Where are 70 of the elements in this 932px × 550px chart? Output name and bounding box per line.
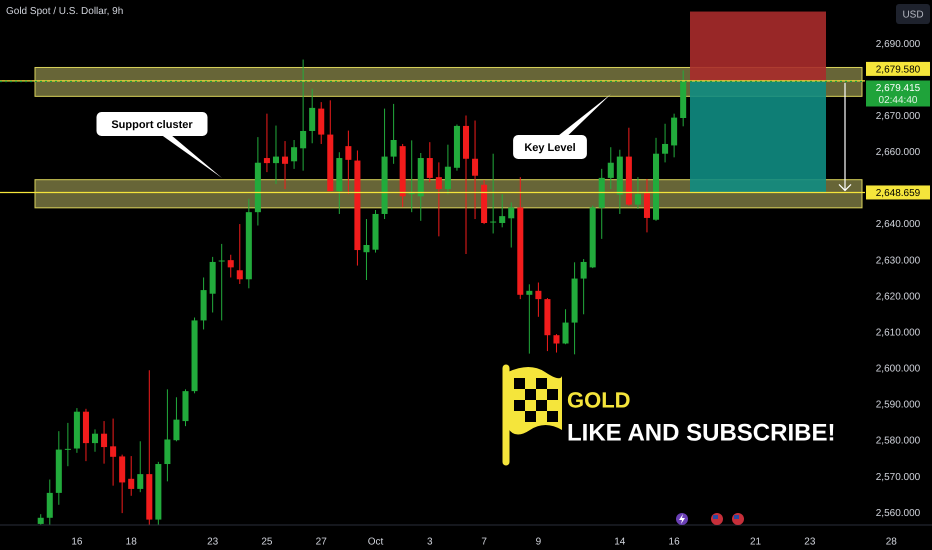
candlestick bbox=[309, 88, 316, 144]
candlestick bbox=[499, 194, 506, 228]
y-tick-label: 2,640.000 bbox=[876, 219, 921, 230]
candlestick bbox=[64, 422, 71, 467]
candlestick bbox=[436, 162, 442, 237]
candlestick bbox=[526, 284, 532, 354]
x-tick-label: 23 bbox=[207, 536, 219, 548]
candlestick bbox=[562, 308, 569, 345]
candlestick bbox=[553, 334, 560, 354]
text: Gold Spot / U.S. Dollar, 9h bbox=[6, 6, 124, 17]
candlestick bbox=[173, 396, 180, 442]
candlestick bbox=[444, 144, 451, 195]
annotation: 02:44:40 bbox=[878, 94, 918, 106]
candlestick bbox=[110, 418, 116, 486]
candlestick bbox=[408, 140, 415, 213]
x-tick-label: 16 bbox=[71, 536, 83, 548]
x-tick-label: 18 bbox=[126, 536, 138, 548]
x-tick-label: 28 bbox=[886, 536, 898, 548]
y-tick-label: 2,660.000 bbox=[876, 147, 921, 158]
candlestick bbox=[634, 176, 641, 210]
candlestick bbox=[472, 120, 478, 220]
candlestick bbox=[236, 224, 243, 284]
x-tick-label: 3 bbox=[427, 536, 434, 548]
x-tick-label: 27 bbox=[316, 536, 328, 548]
candlestick bbox=[137, 440, 144, 493]
candlestick bbox=[101, 420, 108, 464]
y-tick-label: 2,590.000 bbox=[876, 400, 921, 411]
y-axis-title: USD bbox=[902, 10, 924, 20]
x-tick-label: 16 bbox=[668, 536, 680, 548]
y-tick-label: 2,620.000 bbox=[876, 291, 921, 302]
candlestick bbox=[390, 103, 397, 164]
y-tick-label: 2,570.000 bbox=[876, 472, 921, 483]
x-tick-label: 9 bbox=[536, 536, 542, 548]
x-tick-label: 7 bbox=[481, 536, 488, 548]
annotation: Key Level bbox=[524, 142, 576, 154]
y-tick-label: 2,600.000 bbox=[876, 364, 921, 375]
candlestick bbox=[426, 142, 433, 183]
candlestick bbox=[662, 123, 668, 163]
candlestick bbox=[228, 254, 234, 278]
candlestick bbox=[264, 113, 270, 173]
x-tick-label: 23 bbox=[804, 536, 816, 548]
y-tick-label: 2,630.000 bbox=[876, 255, 921, 266]
ref-line-label: 2,679.415 bbox=[876, 82, 921, 94]
x-tick-label: 14 bbox=[614, 536, 626, 548]
candlestick bbox=[272, 125, 279, 185]
x-tick-label: Oct bbox=[368, 536, 384, 548]
candlestick bbox=[282, 140, 288, 190]
candlestick bbox=[490, 153, 496, 234]
candlestick bbox=[508, 202, 514, 248]
candlestick bbox=[363, 218, 370, 280]
candlestick bbox=[345, 130, 352, 195]
annotation: LIKE AND SUBSCRIBE! bbox=[567, 419, 836, 446]
y-tick-label: 2,580.000 bbox=[876, 436, 921, 447]
candlestick bbox=[92, 428, 98, 452]
candlestick bbox=[128, 456, 134, 496]
y-tick-label: 2,670.000 bbox=[876, 110, 921, 122]
y-tick-label: 2,690.000 bbox=[876, 38, 921, 50]
y-tick-label: 2,560.000 bbox=[876, 508, 921, 519]
y-tick-label: 2,610.000 bbox=[876, 327, 921, 338]
x-tick-label: 21 bbox=[750, 536, 762, 548]
x-tick-label: 25 bbox=[261, 536, 273, 548]
candlestick bbox=[535, 282, 542, 318]
annotation: GOLD bbox=[567, 388, 631, 413]
candlestick bbox=[580, 258, 587, 315]
candlestick bbox=[218, 243, 225, 321]
annotation: Support cluster bbox=[111, 118, 194, 131]
candlestick bbox=[291, 140, 298, 170]
candlestick bbox=[608, 146, 614, 190]
ref-line-label: 2,679.580 bbox=[876, 64, 921, 76]
ref-line-label: 2,648.659 bbox=[876, 188, 921, 199]
